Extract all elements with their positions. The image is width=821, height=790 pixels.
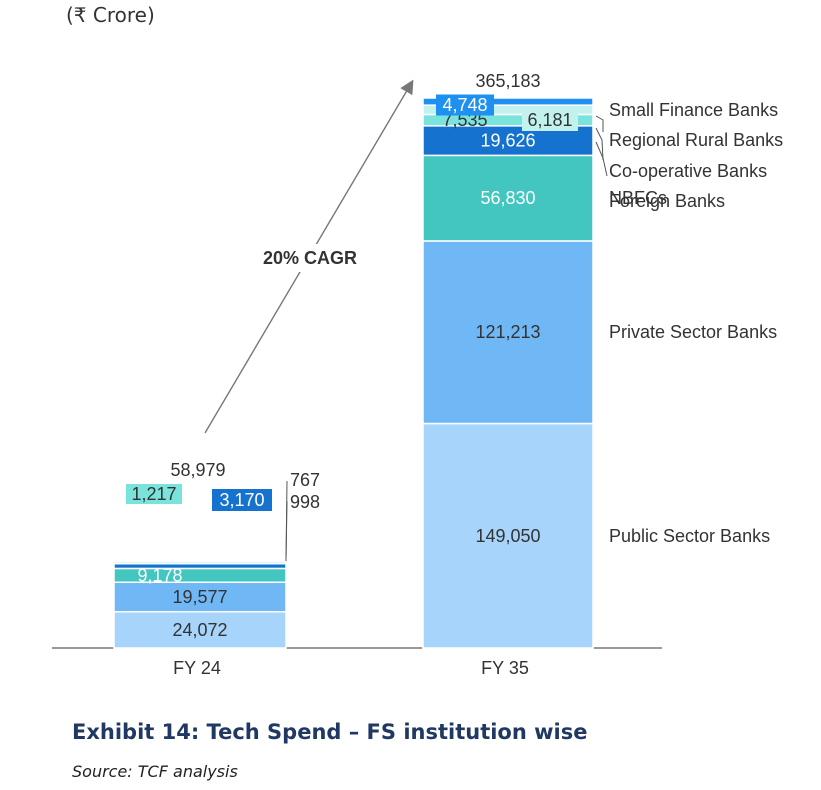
x-tick-label-fy35: FY 35 [481,658,529,678]
data-label-fy35-public: 149,050 [475,526,540,546]
cagr-label: 20% CAGR [263,248,357,268]
data-label-fy24-sfb: 767 [290,470,320,490]
unit-label: (₹ Crore) [66,3,155,27]
data-label-fy35-rrb-box [522,109,578,131]
series-label-private-sector-banks: Private Sector Banks [609,322,777,342]
data-label-fy24-coop: 1,217 [131,484,176,504]
bar-segment-fy24-1 [113,581,287,613]
data-label-fy35-private: 121,213 [475,322,540,342]
data-label-fy35-sfb-box [436,94,494,116]
data-label-fy24-nbfc: 9,178 [137,565,182,585]
data-label-fy35-rrb: 6,181 [527,110,572,130]
series-label-small-finance-banks: Small Finance Banks [609,100,778,120]
cagr-label-bg [248,244,374,272]
source-note: Source: TCF analysis [72,762,238,781]
series-label-foreign-banks: Foreign Banks [609,191,725,211]
bar-segment-fy24-6 [113,558,287,562]
callout-line-fy24-rrb [285,500,288,562]
data-label-fy35-sfb: 4,748 [442,95,487,115]
callout-line-fy35-coop [595,141,608,177]
series-label-co-operative-banks: Co-operative Banks [609,161,767,181]
data-label-fy24-foreign: 3,170 [219,490,264,510]
total-label-fy24: 58,979 [170,460,225,480]
bar-segment-fy24-0 [113,610,287,649]
series-label-public-sector-banks: Public Sector Banks [609,526,770,546]
data-label-fy35-foreign: 19,626 [480,131,535,151]
x-tick-label-fy24: FY 24 [173,658,221,678]
data-label-fy24-public: 24,072 [172,620,227,640]
data-label-fy24-coop-box [126,484,182,504]
bar-segment-fy35-2 [422,154,594,242]
callout-line-fy35-rrb [595,127,604,161]
data-label-fy35-nbfc: 56,830 [480,188,535,208]
series-label-nbfcs: NBFCs [609,188,667,208]
total-label-fy35: 365,183 [475,71,540,91]
series-label-regional-rural-banks: Regional Rural Banks [609,130,783,150]
data-label-fy24-private: 19,577 [172,587,227,607]
data-label-fy24-foreign-box [212,489,272,511]
callout-line-fy35-sfb [595,115,604,132]
data-label-fy24-rrb: 998 [290,492,320,512]
exhibit-title: Exhibit 14: Tech Spend – FS institution … [72,720,588,744]
bar-segment-fy35-6 [422,97,594,106]
